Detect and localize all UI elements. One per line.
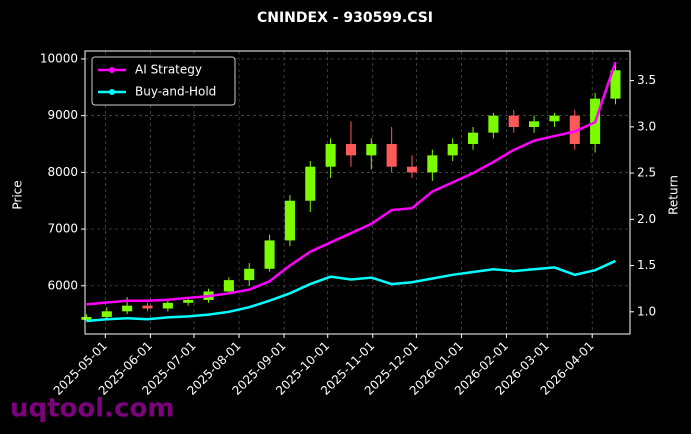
y2-tick-label: 2.0 — [637, 212, 656, 226]
legend-box — [91, 56, 236, 106]
candle-body — [427, 155, 438, 173]
candle-body — [264, 240, 275, 269]
candle-body — [284, 200, 295, 241]
y2-tick-label: 3.0 — [637, 119, 656, 133]
candle-body — [183, 299, 194, 303]
candle-body — [142, 305, 153, 309]
candle-body — [122, 305, 133, 312]
y-axis-label: Price — [11, 180, 25, 209]
candle-body — [508, 115, 519, 127]
candle-body — [366, 144, 377, 156]
y2-axis-label: Return — [667, 175, 681, 215]
candle-body — [549, 115, 560, 122]
y2-tick-label: 3.5 — [637, 73, 656, 87]
series-line — [86, 259, 616, 323]
candle-body — [305, 166, 316, 201]
candle-body — [101, 311, 112, 317]
candle-body — [529, 121, 540, 127]
y-tick-label: 6000 — [47, 278, 78, 292]
candle-body — [467, 132, 479, 145]
y-tick-label: 8000 — [47, 165, 78, 179]
candle-body — [345, 144, 357, 156]
chart-title: CNINDEX - 930599.CSI — [257, 10, 433, 26]
plot-frame — [84, 50, 631, 335]
legend-marker — [109, 67, 115, 73]
y-tick-label: 9000 — [47, 108, 78, 122]
candle-body — [386, 144, 397, 167]
candle-body — [406, 166, 418, 173]
candle-body — [244, 268, 255, 281]
y-tick-label: 7000 — [47, 222, 78, 236]
legend-label: AI Strategy — [135, 63, 202, 77]
candle-body — [162, 302, 173, 309]
candle-body — [447, 144, 458, 156]
candle-body — [223, 280, 234, 292]
series-line — [86, 61, 617, 306]
candle-body — [488, 115, 499, 133]
y2-tick-label: 1.0 — [637, 304, 656, 318]
candle-body — [610, 70, 621, 99]
y2-tick-label: 1.5 — [637, 258, 656, 272]
y2-tick-label: 2.5 — [637, 166, 656, 180]
y-tick-label: 10000 — [40, 51, 78, 65]
candle-body — [569, 115, 580, 145]
legend-marker — [109, 89, 115, 95]
watermark: uqtool.com — [10, 394, 174, 424]
legend-label: Buy-and-Hold — [135, 85, 216, 99]
candle-body — [325, 144, 336, 167]
candle-body — [81, 316, 92, 320]
